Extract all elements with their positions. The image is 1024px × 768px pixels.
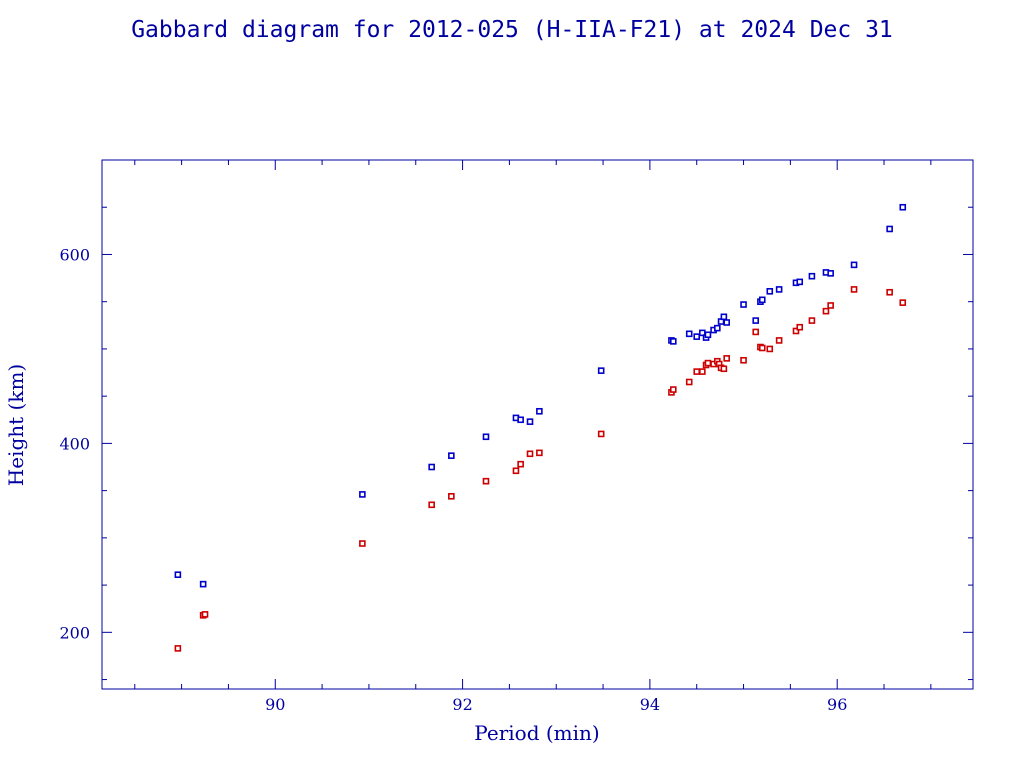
- data-point: [512, 467, 520, 475]
- data-point: [685, 378, 693, 386]
- data-point: [714, 324, 721, 332]
- data-point: [723, 319, 730, 326]
- data-point: [597, 367, 605, 374]
- data-point: [775, 286, 783, 293]
- data-point: [899, 299, 907, 306]
- data-point: [428, 463, 435, 471]
- data-point: [359, 540, 366, 547]
- data-point: [526, 450, 534, 458]
- x-tick-label: 92: [452, 695, 472, 714]
- data-point: [517, 460, 524, 468]
- x-axis-label: Period (min): [474, 721, 599, 745]
- data-point: [886, 225, 893, 233]
- data-point: [482, 477, 490, 485]
- data-point: [670, 386, 677, 393]
- y-tick-label: 600: [59, 245, 90, 264]
- data-point: [899, 203, 907, 211]
- data-point: [670, 338, 677, 345]
- plot-frame: [101, 159, 974, 690]
- data-point: [827, 302, 834, 309]
- data-point: [827, 270, 834, 277]
- data-point: [740, 301, 747, 308]
- chart-title: Gabbard diagram for 2012-025 (H-IIA-F21)…: [131, 17, 893, 43]
- data-point: [704, 359, 712, 367]
- data-point: [766, 345, 774, 353]
- y-tick-label: 400: [59, 434, 90, 453]
- data-point: [740, 356, 747, 364]
- data-point: [766, 288, 774, 295]
- axes: 90 92 94 96 200 400 600: [59, 159, 973, 714]
- data-point: [526, 418, 534, 425]
- data-point: [796, 323, 804, 331]
- data-point: [174, 645, 182, 652]
- data-point: [796, 278, 804, 286]
- data-point: [685, 330, 693, 338]
- data-point: [720, 365, 728, 373]
- data-point: [822, 307, 830, 315]
- data-point: [752, 328, 760, 336]
- data-point: [720, 313, 728, 321]
- data-point: [775, 337, 783, 344]
- data-point: [482, 433, 490, 441]
- x-tick-label: 96: [827, 695, 847, 714]
- data-point: [704, 331, 712, 339]
- data-point: [693, 368, 701, 375]
- data-point: [448, 492, 455, 500]
- data-point: [792, 327, 800, 335]
- data-point: [359, 491, 366, 498]
- data-point: [808, 317, 816, 324]
- data-point: [758, 344, 766, 352]
- x-tick-label: 94: [640, 695, 660, 714]
- data-point: [693, 333, 701, 340]
- data-point: [886, 288, 893, 296]
- data-point: [536, 407, 543, 415]
- data-point: [723, 355, 730, 362]
- y-axis-label: Height (km): [4, 364, 28, 486]
- data-points: [174, 203, 907, 652]
- data-point: [536, 449, 543, 457]
- data-point: [199, 580, 207, 588]
- data-point: [201, 611, 209, 618]
- data-point: [808, 272, 816, 280]
- data-point: [174, 571, 182, 578]
- data-point: [428, 501, 435, 509]
- data-point: [752, 317, 760, 324]
- data-point: [850, 261, 858, 269]
- data-point: [517, 416, 524, 424]
- y-tick-label: 200: [59, 623, 90, 642]
- data-point: [758, 296, 766, 304]
- x-tick-label: 90: [265, 695, 285, 714]
- data-point: [850, 286, 858, 293]
- data-point: [597, 430, 605, 438]
- data-point: [448, 452, 455, 459]
- data-point: [699, 368, 706, 375]
